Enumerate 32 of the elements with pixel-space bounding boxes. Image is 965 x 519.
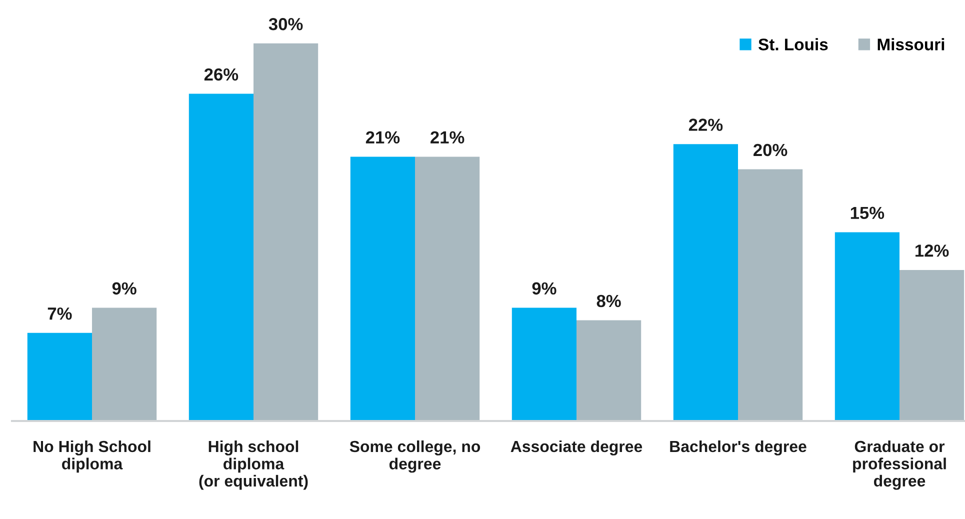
- data-label: 26%: [204, 68, 238, 81]
- bar: [738, 169, 803, 421]
- x-tick-label: Associate degree: [510, 440, 642, 456]
- bar: [350, 156, 415, 421]
- x-tick-label: Some college, no degree: [350, 440, 480, 473]
- x-tick-label: Bachelor's degree: [670, 440, 806, 456]
- bar: [512, 308, 576, 421]
- legend-label: Missouri: [878, 38, 944, 50]
- data-label: 30%: [268, 18, 303, 30]
- data-label: 7%: [48, 307, 72, 320]
- bar: [27, 332, 92, 421]
- data-label: 9%: [112, 282, 136, 295]
- bar: [834, 232, 900, 421]
- bar: [576, 320, 642, 421]
- bar: [415, 156, 480, 421]
- legend-label: St. Louis: [758, 38, 828, 50]
- data-label: 21%: [430, 131, 464, 144]
- bar: [900, 270, 964, 421]
- data-label: 12%: [916, 244, 949, 257]
- data-label: 15%: [850, 206, 884, 220]
- bar: [254, 43, 318, 421]
- bar: [92, 308, 157, 421]
- bar: [673, 144, 738, 421]
- x-tick-label: Graduate or professional degree: [853, 440, 946, 490]
- x-tick-label: High school diploma (or equivalent): [199, 440, 308, 490]
- data-label: 8%: [596, 294, 621, 308]
- data-label: 22%: [688, 118, 723, 131]
- data-label: 9%: [532, 282, 556, 295]
- x-tick-label: No High School diploma: [34, 440, 150, 473]
- data-label: 21%: [366, 131, 400, 144]
- bar: [188, 94, 254, 421]
- data-label: 20%: [754, 144, 788, 156]
